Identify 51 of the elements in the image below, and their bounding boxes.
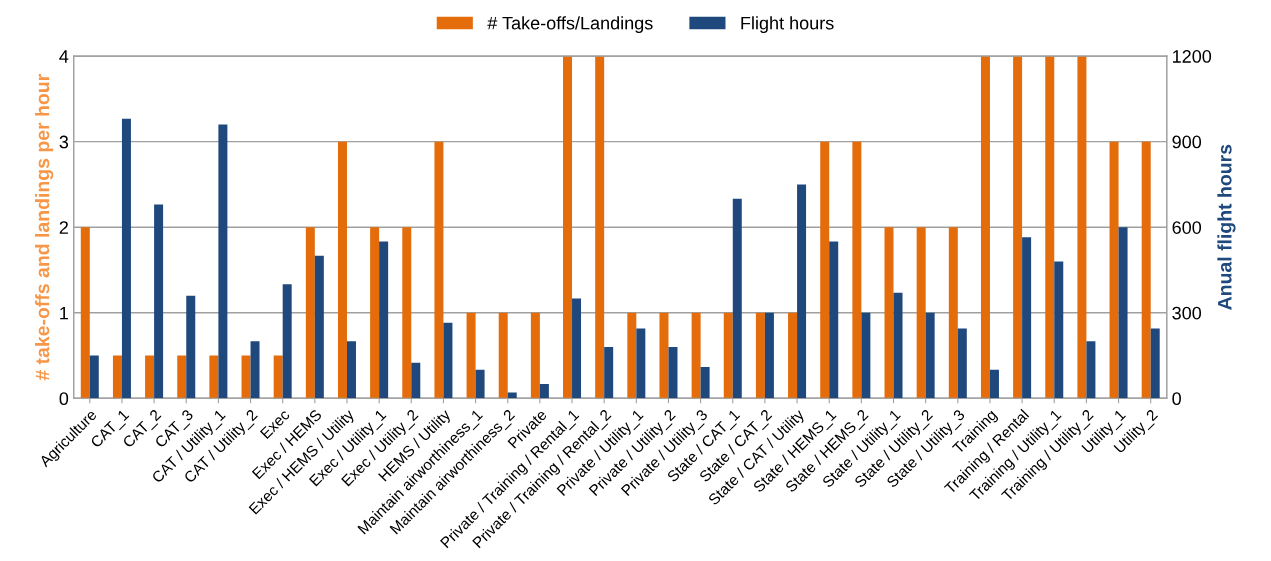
bar — [145, 355, 155, 399]
bar — [530, 312, 540, 399]
bar — [80, 227, 90, 399]
y-tick-label: 0 — [59, 392, 69, 406]
bar — [337, 141, 347, 399]
bar — [1086, 341, 1096, 399]
bar — [989, 369, 999, 399]
bar — [563, 56, 573, 399]
bar — [980, 56, 990, 399]
bar — [466, 312, 476, 399]
bar — [797, 184, 807, 399]
y-tick-label: 1 — [60, 306, 68, 320]
bar — [498, 312, 508, 399]
legend-label: # Take-offs/Landings — [487, 16, 653, 34]
y-axis-title: # take-offs and landings per hour — [35, 74, 54, 381]
bar — [154, 204, 164, 399]
y2-axis-title: Anual flight hours — [1217, 144, 1236, 310]
y2-tick-label: 300 — [1172, 306, 1202, 320]
bar — [1077, 56, 1087, 399]
bar — [282, 284, 292, 399]
bar — [402, 227, 412, 399]
bar — [604, 346, 614, 399]
y2-tick-label: 1200 — [1173, 50, 1212, 63]
y2-tick-label: 0 — [1172, 392, 1181, 406]
bar — [691, 312, 701, 399]
bar — [411, 362, 421, 399]
y2-tick-label: 600 — [1172, 221, 1202, 234]
bar — [434, 141, 444, 399]
bar — [1045, 56, 1055, 399]
bar — [539, 384, 549, 399]
legend-label: Flight hours — [741, 16, 834, 34]
y-tick-label: 4 — [59, 50, 69, 63]
bar — [595, 56, 605, 399]
y2-tick-label: 900 — [1172, 135, 1202, 149]
bar — [186, 295, 196, 399]
bar — [346, 341, 356, 399]
bar — [852, 141, 862, 399]
bar — [732, 198, 742, 399]
bar — [209, 355, 219, 399]
bar — [443, 322, 453, 399]
bar — [948, 227, 958, 399]
bar — [1150, 328, 1160, 399]
bar — [1013, 56, 1023, 399]
bar — [572, 298, 582, 399]
y-tick-label: 2 — [59, 221, 68, 234]
bar — [112, 355, 122, 399]
bar — [218, 124, 228, 399]
bar — [1141, 141, 1151, 399]
bar — [121, 118, 131, 399]
y-tick-label: 3 — [59, 135, 69, 149]
bar — [89, 355, 99, 399]
